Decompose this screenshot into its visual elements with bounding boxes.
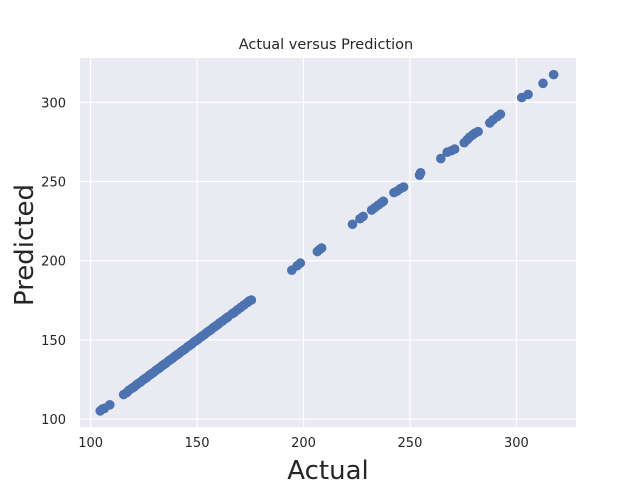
data-point [495,109,506,120]
data-point [436,153,446,164]
x-tick-labels: 100 150 200 250 300 [78,436,529,451]
x-tick-label: 300 [504,436,529,451]
y-tick-label: 250 [41,176,66,191]
x-tick-label: 250 [398,436,423,451]
data-point [415,168,426,178]
data-point [295,258,306,268]
y-tick-labels: 100 150 200 250 300 [41,96,66,428]
data-point [347,219,358,230]
data-point [548,69,559,80]
grid-lines [80,58,576,427]
data-point [398,182,409,192]
data-point [105,400,115,410]
x-tick-label: 100 [78,436,103,451]
x-tick-label: 200 [291,436,316,451]
data-point [449,144,460,154]
data-point [316,243,327,253]
chart-title: Actual versus Prediction [239,37,413,53]
data-point [473,126,483,137]
x-tick-label: 150 [185,436,210,451]
data-point [246,295,257,305]
data-points [95,69,559,416]
y-tick-label: 300 [41,96,66,111]
data-point [358,211,368,222]
data-point [523,89,533,100]
data-point [378,196,389,207]
y-axis-label: Predicted [10,184,40,306]
y-tick-label: 150 [41,334,66,349]
y-tick-label: 200 [41,255,66,270]
y-tick-label: 100 [41,413,66,428]
data-point [538,78,548,89]
x-axis-label: Actual [287,456,368,480]
